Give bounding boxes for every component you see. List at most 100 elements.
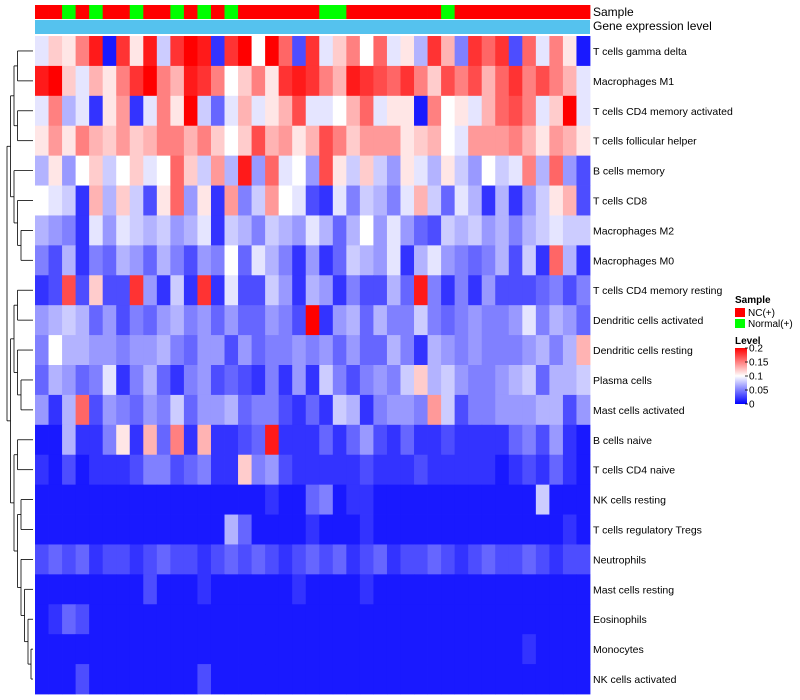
- heatmap-cell: [116, 604, 131, 635]
- heatmap-cell: [576, 95, 591, 127]
- heatmap-cell: [508, 65, 523, 97]
- row-label: Plasma cells: [593, 375, 652, 387]
- heatmap-cell: [75, 245, 90, 276]
- heatmap-cell: [319, 634, 334, 665]
- heatmap-cell: [143, 275, 158, 306]
- heatmap-cell: [346, 215, 361, 246]
- heatmap-cell: [102, 604, 117, 635]
- heatmap-cell: [251, 634, 266, 665]
- heatmap-cell: [319, 125, 334, 157]
- heatmap-cell: [481, 574, 496, 605]
- heatmap-cell: [332, 65, 347, 97]
- heatmap-cell: [129, 185, 144, 216]
- heatmap-cell: [48, 36, 63, 67]
- heatmap-cell: [75, 394, 90, 426]
- heatmap-cell: [102, 215, 117, 246]
- heatmap-cell: [332, 275, 347, 306]
- heatmap-cell: [549, 544, 564, 575]
- heatmap-cell: [89, 275, 104, 306]
- heatmap-cell: [414, 305, 428, 336]
- heatmap-cell: [400, 185, 415, 216]
- heatmap-cell: [441, 424, 456, 456]
- heatmap-cell: [562, 454, 577, 486]
- heatmap-cell: [495, 335, 510, 366]
- heatmap-cell: [576, 65, 591, 97]
- heatmap-cell: [522, 365, 537, 396]
- heatmap-cell: [210, 36, 225, 67]
- heatmap-cell: [535, 245, 550, 276]
- heatmap-cell: [143, 424, 158, 456]
- heatmap-cell: [210, 454, 225, 486]
- heatmap-cell: [454, 95, 469, 127]
- level-colorbar: [735, 348, 747, 404]
- sample-annotation-cell: [292, 5, 307, 19]
- heatmap-cell: [508, 574, 523, 605]
- heatmap-cell: [468, 275, 483, 306]
- heatmap-cell: [129, 514, 144, 545]
- heatmap-cell: [562, 604, 577, 635]
- heatmap-cell: [224, 365, 239, 396]
- heatmap-cell: [116, 215, 131, 246]
- heatmap-cell: [224, 245, 239, 276]
- heatmap-cell: [116, 36, 131, 67]
- heatmap-cell: [441, 544, 456, 575]
- heatmap-cell: [238, 424, 252, 456]
- heatmap-cell: [508, 245, 523, 276]
- heatmap-cell: [522, 394, 537, 426]
- heatmap-cell: [183, 305, 198, 336]
- heatmap-cell: [359, 36, 374, 67]
- heatmap-cell: [197, 365, 212, 396]
- heatmap-cell: [373, 664, 388, 695]
- heatmap-cell: [535, 275, 550, 306]
- sample-annotation-cell: [508, 5, 523, 19]
- heatmap-cell: [386, 424, 401, 456]
- heatmap-cell: [170, 185, 185, 216]
- heatmap-cell: [359, 185, 374, 216]
- heatmap-cell: [224, 514, 239, 545]
- heatmap-cell: [292, 634, 307, 665]
- heatmap-cell: [102, 95, 117, 127]
- heatmap-cell: [319, 155, 334, 186]
- heatmap-cell: [102, 125, 117, 157]
- level-tick-label: 0.1: [749, 372, 763, 383]
- heatmap-cell: [319, 454, 334, 486]
- heatmap-cell: [156, 604, 171, 635]
- heatmap-cell: [441, 125, 456, 157]
- heatmap-cell: [210, 65, 225, 97]
- heatmap-cell: [562, 275, 577, 306]
- heatmap-cell: [143, 454, 158, 486]
- heatmap-cell: [495, 664, 510, 695]
- heatmap-cell: [346, 394, 361, 426]
- heatmap-cell: [251, 155, 266, 186]
- heatmap-cell: [454, 215, 469, 246]
- heatmap-cell: [129, 36, 144, 67]
- heatmap-cell: [89, 394, 104, 426]
- sample-annotation-cell: [319, 5, 334, 19]
- heatmap-cell: [468, 424, 483, 456]
- heatmap-cell: [170, 634, 185, 665]
- sample-annotation-cell: [454, 5, 469, 19]
- heatmap-cell: [522, 335, 537, 366]
- heatmap-cell: [292, 155, 307, 186]
- heatmap-cell: [319, 36, 334, 67]
- heatmap-cell: [427, 664, 442, 695]
- heatmap-cell: [183, 424, 198, 456]
- heatmap-cell: [454, 604, 469, 635]
- heatmap-cell: [495, 155, 510, 186]
- heatmap-cell: [400, 125, 415, 157]
- heatmap-cell: [62, 245, 77, 276]
- heatmap-cell: [75, 424, 90, 456]
- heatmap-cell: [305, 454, 320, 486]
- heatmap-cell: [292, 305, 307, 336]
- heatmap-cell: [400, 335, 415, 366]
- heatmap-cell: [454, 335, 469, 366]
- heatmap-cell: [35, 454, 49, 486]
- heatmap-cell: [62, 664, 77, 695]
- heatmap-cell: [251, 514, 266, 545]
- heatmap-cell: [265, 335, 280, 366]
- heatmap-cell: [156, 424, 171, 456]
- heatmap-cell: [251, 335, 266, 366]
- heatmap-cell: [427, 634, 442, 665]
- heatmap-cell: [170, 365, 185, 396]
